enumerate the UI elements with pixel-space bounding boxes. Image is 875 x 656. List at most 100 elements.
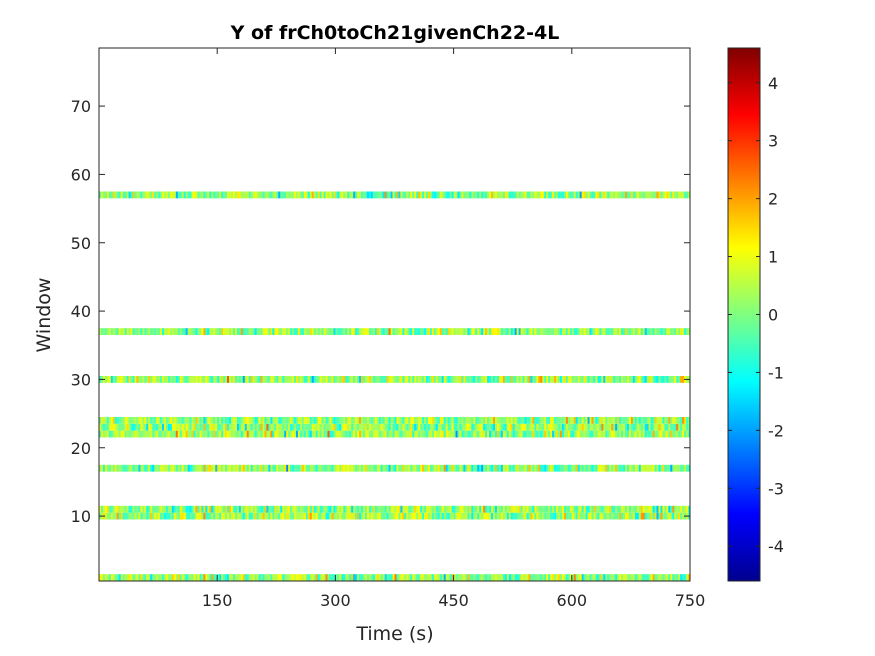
- heatmap-cell: [102, 423, 106, 431]
- heatmap-cell: [112, 417, 116, 424]
- heatmap-cell: [652, 505, 655, 513]
- colorbar-tick-label: -2: [768, 421, 784, 440]
- heatmap-cell: [160, 430, 163, 438]
- heatmap-cell: [211, 328, 214, 335]
- heatmap-cell: [236, 423, 240, 431]
- heatmap-cell: [270, 464, 273, 472]
- heatmap-cell: [152, 574, 155, 581]
- heatmap-cell: [357, 430, 360, 438]
- heatmap-cell: [453, 191, 456, 199]
- heatmap-cell: [558, 417, 561, 424]
- heatmap-cell: [595, 191, 598, 199]
- heatmap-cell: [372, 328, 376, 335]
- heatmap-cell: [429, 430, 433, 438]
- heatmap-cell: [272, 417, 275, 424]
- heatmap-cell: [455, 376, 458, 383]
- heatmap-cell: [599, 464, 602, 472]
- heatmap-cell: [585, 417, 588, 424]
- heatmap-cell: [148, 505, 151, 513]
- heatmap-cell: [361, 423, 364, 431]
- heatmap-cell: [508, 423, 512, 431]
- heatmap-cell: [530, 376, 533, 383]
- heatmap-cell: [372, 430, 376, 438]
- heatmap-cell: [130, 191, 133, 199]
- heatmap-cell: [256, 423, 259, 431]
- heatmap-cell: [165, 417, 169, 424]
- heatmap-cell: [526, 417, 529, 424]
- heatmap-cell: [686, 328, 689, 335]
- heatmap-cell: [305, 423, 309, 431]
- heatmap-cell: [548, 464, 551, 472]
- heatmap-cell: [132, 423, 135, 431]
- heatmap-cell: [258, 430, 261, 438]
- heatmap-cell: [240, 191, 244, 199]
- heatmap-cell: [479, 512, 482, 520]
- heatmap-cell: [225, 512, 228, 520]
- heatmap-cell: [597, 512, 600, 520]
- heatmap-cell: [406, 464, 409, 472]
- heatmap-cell: [662, 191, 665, 199]
- heatmap-cell: [359, 512, 362, 520]
- heatmap-cell: [290, 376, 293, 383]
- heatmap-cell: [165, 512, 169, 520]
- heatmap-cell: [144, 574, 147, 581]
- heatmap-cell: [589, 328, 592, 335]
- heatmap-cell: [546, 512, 549, 520]
- heatmap-cell: [402, 505, 405, 513]
- heatmap-cell: [343, 430, 346, 438]
- heatmap-cell: [229, 574, 232, 581]
- heatmap-cell: [164, 574, 167, 581]
- heatmap-cell: [282, 328, 285, 335]
- heatmap-cell: [225, 417, 228, 424]
- heatmap-cell: [221, 430, 224, 438]
- heatmap-cell: [378, 574, 382, 581]
- heatmap-cell: [146, 430, 149, 438]
- heatmap-cell: [494, 417, 498, 424]
- heatmap-cell: [388, 512, 391, 520]
- heatmap-cell: [587, 574, 590, 581]
- heatmap-cell: [581, 574, 585, 581]
- heatmap-cell: [418, 328, 421, 335]
- heatmap-cell: [481, 423, 484, 431]
- heatmap-cell: [498, 512, 502, 520]
- heatmap-cell: [361, 512, 364, 520]
- heatmap-cell: [325, 328, 328, 335]
- heatmap-cell: [522, 191, 525, 199]
- heatmap-cell: [357, 464, 360, 472]
- heatmap-cell: [372, 191, 376, 199]
- heatmap-cell: [412, 430, 415, 438]
- heatmap-cell: [130, 423, 133, 431]
- heatmap-cell: [213, 574, 216, 581]
- heatmap-cell: [102, 574, 106, 581]
- heatmap-cell: [221, 328, 224, 335]
- heatmap-cell: [424, 423, 427, 431]
- heatmap-cell: [362, 505, 366, 513]
- heatmap-cell: [232, 512, 236, 520]
- heatmap-cell: [668, 423, 671, 431]
- heatmap-cell: [372, 417, 376, 424]
- heatmap-cell: [670, 423, 673, 431]
- heatmap-cell: [108, 417, 112, 424]
- heatmap-cell: [142, 376, 145, 383]
- heatmap-cell: [615, 328, 618, 335]
- heatmap-cell: [548, 512, 551, 520]
- heatmap-cell: [361, 417, 364, 424]
- heatmap-cell: [457, 574, 460, 581]
- heatmap-cell: [345, 423, 348, 431]
- heatmap-cell: [215, 417, 218, 424]
- heatmap-cell: [559, 430, 563, 438]
- heatmap-cell: [160, 574, 163, 581]
- heatmap-cell: [439, 191, 443, 199]
- heatmap-cell: [660, 505, 663, 513]
- heatmap-cell: [343, 574, 346, 581]
- heatmap-cell: [361, 505, 364, 513]
- heatmap-cell: [120, 464, 124, 472]
- heatmap-cell: [388, 423, 391, 431]
- heatmap-cell: [638, 423, 642, 431]
- heatmap-cell: [165, 328, 169, 335]
- heatmap-cell: [424, 376, 427, 383]
- heatmap-cell: [102, 191, 106, 199]
- heatmap-cell: [124, 505, 127, 513]
- heatmap-cell: [106, 574, 110, 581]
- heatmap-cell: [640, 376, 644, 383]
